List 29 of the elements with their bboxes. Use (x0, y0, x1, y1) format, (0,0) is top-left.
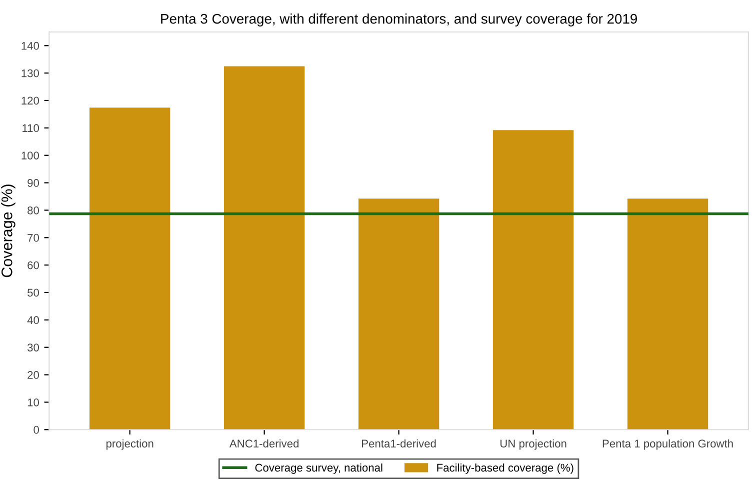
legend-label: Facility-based coverage (%) (437, 463, 574, 474)
bar (358, 198, 440, 430)
y-tick-label: 120 (22, 96, 39, 105)
y-tick-label: 60 (28, 261, 39, 270)
bar (627, 198, 708, 430)
bar (89, 108, 170, 430)
x-tick-label: Penta1-derived (362, 439, 436, 448)
x-tick-label: projection (106, 439, 154, 450)
bar (224, 66, 305, 430)
legend-label: Coverage survey, national (255, 463, 382, 474)
chart-title: Penta 3 Coverage, with different denominators, and survey coverage for 2019 (161, 14, 637, 26)
y-tick-label: 50 (28, 288, 39, 297)
y-axis-title: Coverage (%) (1, 184, 16, 278)
bar (492, 130, 574, 430)
y-tick-label: 140 (22, 42, 39, 50)
y-tick-label: 0 (34, 426, 39, 434)
x-tick-label: Penta 1 population Growth (602, 439, 733, 450)
y-tick-label: 80 (28, 206, 39, 214)
x-tick-label: ANC1-derived (229, 439, 298, 448)
y-tick-label: 10 (28, 398, 39, 406)
x-tick-label: UN projection (500, 439, 566, 450)
y-tick-label: 110 (22, 124, 39, 132)
y-tick-label: 30 (27, 344, 39, 352)
y-tick-label: 130 (22, 69, 39, 78)
y-tick-label: 100 (22, 152, 39, 160)
y-tick-label: 90 (28, 179, 39, 187)
y-tick-label: 40 (27, 316, 39, 324)
y-tick-label: 20 (28, 371, 39, 379)
y-tick-label: 70 (28, 234, 39, 242)
